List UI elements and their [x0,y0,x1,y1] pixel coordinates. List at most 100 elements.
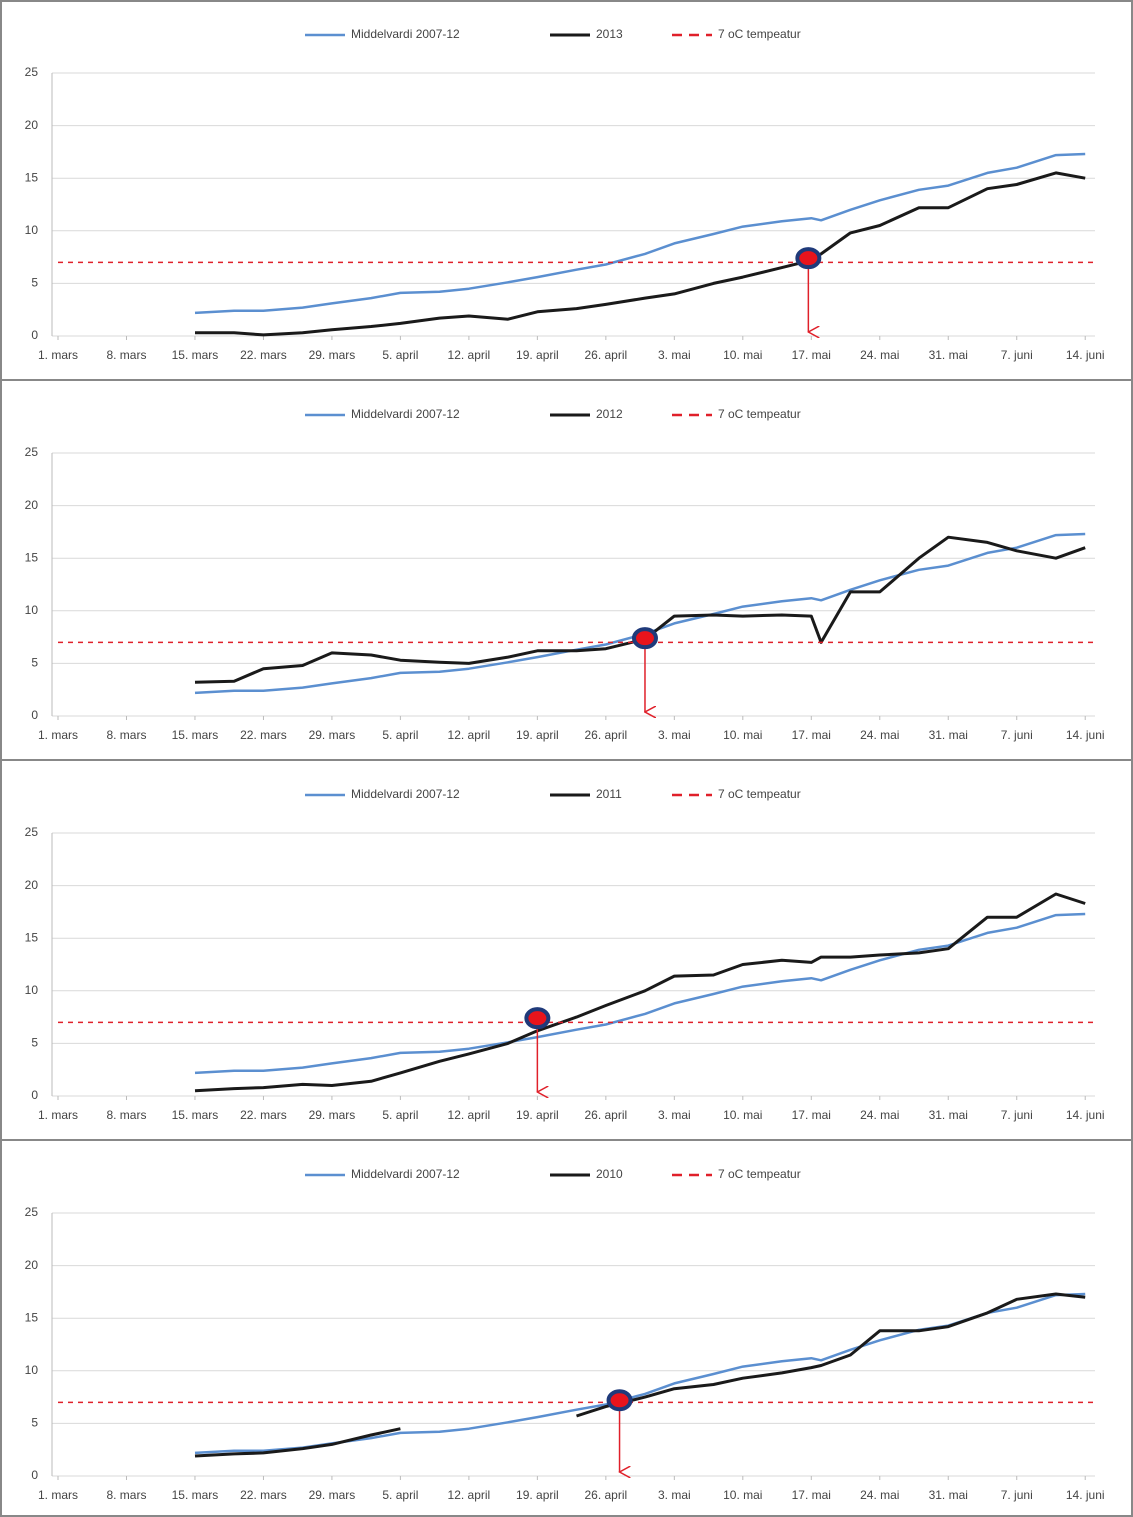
x-tick-label: 14. juni [1066,728,1105,742]
x-tick-label: 1. mars [38,348,78,362]
x-tick-label: 26. april [584,1108,627,1122]
series-line [194,1292,1086,1458]
x-tick-label: 8. mars [106,728,146,742]
series-line [194,535,1086,684]
x-tick-label: 7. juni [1001,1488,1033,1502]
x-tick-label: 5. april [382,1108,418,1122]
y-tick-label: 20 [25,878,39,892]
y-tick-label: 25 [25,65,39,79]
highlight-marker [795,247,822,270]
series-line [195,171,1086,337]
series-line [194,892,1086,1093]
legend-label: 2011 [596,787,622,801]
x-tick-label: 31. mai [929,348,968,362]
x-tick-label: 19. april [516,1488,559,1502]
x-tick-label: 12. april [448,1108,491,1122]
x-tick-label: 14. juni [1066,348,1105,362]
x-tick-label: 1. mars [38,1108,78,1122]
x-tick-label: 22. mars [240,728,287,742]
x-tick-label: 29. mars [309,728,356,742]
x-tick-label: 17. mai [792,1108,831,1122]
highlight-marker [631,627,658,650]
y-tick-label: 5 [31,276,38,290]
x-tick-label: 10. mai [723,348,762,362]
x-tick-label: 22. mars [240,1108,287,1122]
x-tick-label: 14. juni [1066,1108,1105,1122]
x-tick-label: 15. mars [172,728,219,742]
y-tick-label: 15 [25,1310,39,1324]
y-tick-label: 0 [31,1088,38,1102]
x-tick-label: 1. mars [38,1488,78,1502]
x-tick-label: 8. mars [106,1108,146,1122]
legend-label: 7 oC tempeatur [718,787,801,801]
x-tick-label: 19. april [516,348,559,362]
legend-label: 7 oC tempeatur [718,1167,801,1181]
legend-label: Middelvardi 2007-12 [351,27,460,41]
x-tick-label: 12. april [448,348,491,362]
x-tick-label: 31. mai [929,1488,968,1502]
y-tick-label: 10 [25,983,39,997]
y-tick-label: 5 [31,656,38,670]
y-tick-label: 25 [25,825,39,839]
x-tick-label: 26. april [584,348,627,362]
series-line [194,912,1086,1075]
y-tick-label: 15 [25,930,39,944]
legend-label: Middelvardi 2007-12 [351,1167,460,1181]
y-tick-label: 5 [31,1036,38,1050]
y-tick-label: 20 [25,498,39,512]
x-tick-label: 15. mars [172,1488,219,1502]
x-tick-label: 3. mai [658,1108,691,1122]
x-tick-label: 3. mai [658,1488,691,1502]
x-tick-label: 1. mars [38,728,78,742]
legend-label: Middelvardi 2007-12 [351,787,460,801]
x-tick-label: 10. mai [723,1108,762,1122]
x-tick-label: 17. mai [792,728,831,742]
x-tick-label: 26. april [584,1488,627,1502]
x-tick-label: 5. april [382,348,418,362]
x-tick-label: 5. april [382,728,418,742]
highlight-marker [606,1389,633,1412]
legend-label: 7 oC tempeatur [718,27,801,41]
x-tick-label: 15. mars [172,348,219,362]
x-tick-label: 3. mai [658,348,691,362]
legend-label: 2013 [596,27,623,41]
y-tick-label: 0 [31,328,38,342]
x-tick-label: 31. mai [929,728,968,742]
x-tick-label: 31. mai [929,1108,968,1122]
legend-label: 7 oC tempeatur [718,407,801,421]
x-tick-label: 24. mai [860,348,899,362]
x-tick-label: 8. mars [106,348,146,362]
y-tick-label: 25 [25,445,39,459]
x-tick-label: 7. juni [1001,348,1033,362]
x-tick-label: 19. april [516,1108,559,1122]
y-tick-label: 0 [31,708,38,722]
y-tick-label: 10 [25,603,39,617]
x-tick-label: 3. mai [658,728,691,742]
y-tick-label: 15 [25,170,39,184]
x-tick-label: 10. mai [723,728,762,742]
x-tick-label: 17. mai [792,1488,831,1502]
y-tick-label: 25 [25,1205,39,1219]
x-tick-label: 24. mai [860,728,899,742]
x-tick-label: 12. april [448,1488,491,1502]
x-tick-label: 22. mars [240,348,287,362]
x-tick-label: 29. mars [309,348,356,362]
x-tick-label: 8. mars [106,1488,146,1502]
x-tick-label: 29. mars [309,1488,356,1502]
x-tick-label: 24. mai [860,1488,899,1502]
x-tick-label: 7. juni [1001,1108,1033,1122]
x-tick-label: 12. april [448,728,491,742]
legend-label: Middelvardi 2007-12 [351,407,460,421]
highlight-marker [524,1007,551,1030]
y-tick-label: 20 [25,1258,39,1272]
x-tick-label: 14. juni [1066,1488,1105,1502]
x-tick-label: 22. mars [240,1488,287,1502]
x-tick-label: 24. mai [860,1108,899,1122]
x-tick-label: 15. mars [172,1108,219,1122]
y-tick-label: 0 [31,1468,38,1482]
series-line [194,152,1086,315]
x-tick-label: 26. april [584,728,627,742]
